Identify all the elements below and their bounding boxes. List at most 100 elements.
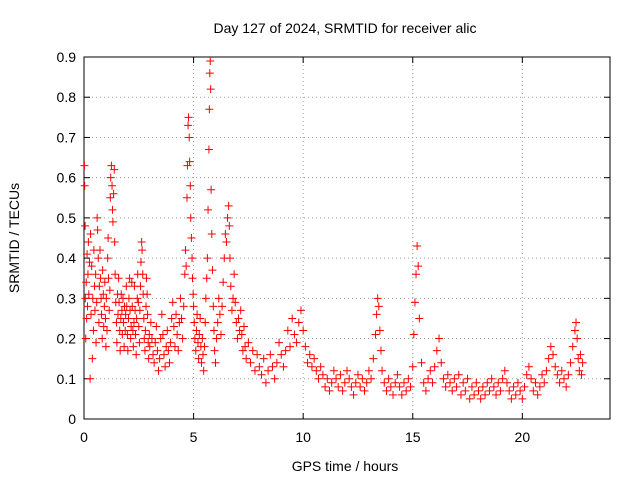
data-point — [150, 358, 159, 367]
data-point — [142, 274, 151, 283]
data-point — [246, 358, 255, 367]
data-point — [112, 338, 121, 347]
data-point — [186, 181, 195, 190]
data-point — [459, 378, 468, 387]
data-point — [233, 334, 242, 343]
data-point — [430, 362, 439, 371]
data-point — [476, 394, 485, 403]
data-point — [345, 374, 354, 383]
data-point — [206, 57, 215, 66]
data-point — [132, 314, 141, 323]
data-point — [194, 354, 203, 363]
data-point — [183, 193, 192, 202]
data-point — [132, 350, 141, 359]
data-point — [190, 318, 199, 327]
data-point — [129, 318, 138, 327]
data-point — [124, 294, 133, 303]
data-point — [188, 274, 197, 283]
data-point — [492, 390, 501, 399]
data-point — [463, 374, 472, 383]
data-point — [518, 394, 527, 403]
data-point — [332, 374, 341, 383]
data-point — [417, 358, 426, 367]
data-point — [325, 386, 334, 395]
data-point — [123, 330, 132, 339]
data-point — [255, 362, 264, 371]
data-point — [170, 342, 179, 351]
data-point — [524, 362, 533, 371]
data-point — [264, 366, 273, 375]
data-point — [83, 270, 92, 279]
data-point — [201, 318, 210, 327]
y-axis-label: SRMTID / TECUs — [6, 183, 22, 293]
data-point — [369, 354, 378, 363]
data-point — [498, 374, 507, 383]
data-point — [92, 338, 101, 347]
data-point — [353, 370, 362, 379]
data-point — [141, 326, 150, 335]
data-point — [199, 366, 208, 375]
data-point — [89, 326, 98, 335]
data-point — [209, 302, 218, 311]
data-point — [207, 229, 216, 238]
data-point — [450, 374, 459, 383]
data-point — [136, 258, 145, 267]
data-point — [485, 386, 494, 395]
data-point — [238, 346, 247, 355]
data-point — [408, 362, 417, 371]
data-point — [351, 378, 360, 387]
data-point — [129, 342, 138, 351]
data-point — [138, 246, 147, 255]
data-point — [80, 161, 89, 170]
data-point — [531, 378, 540, 387]
data-point — [186, 213, 195, 222]
data-point — [112, 318, 121, 327]
data-point — [103, 326, 112, 335]
data-point — [307, 362, 316, 371]
x-tick-label: 10 — [295, 429, 311, 445]
data-point — [237, 330, 246, 339]
data-point — [542, 366, 551, 375]
data-point — [204, 145, 213, 154]
data-point — [82, 278, 91, 287]
data-point — [149, 350, 158, 359]
data-point — [527, 374, 536, 383]
data-point — [474, 386, 483, 395]
data-point — [546, 342, 555, 351]
data-point — [120, 342, 129, 351]
data-point — [489, 382, 498, 391]
data-point — [88, 354, 97, 363]
data-point — [452, 382, 461, 391]
data-point — [108, 205, 117, 214]
data-point — [428, 378, 437, 387]
data-point — [244, 338, 253, 347]
data-point — [409, 330, 418, 339]
data-point — [176, 294, 185, 303]
data-point — [225, 221, 234, 230]
data-point — [397, 390, 406, 399]
data-point — [98, 334, 107, 343]
data-point — [566, 358, 575, 367]
data-point — [175, 318, 184, 327]
data-point — [84, 290, 93, 299]
data-point — [140, 334, 149, 343]
data-point — [564, 370, 573, 379]
data-point — [358, 374, 367, 383]
data-point — [415, 314, 424, 323]
data-point — [516, 386, 525, 395]
data-point — [107, 161, 116, 170]
data-point — [162, 342, 171, 351]
data-point — [380, 378, 389, 387]
data-point — [155, 354, 164, 363]
data-point — [106, 173, 115, 182]
data-point — [236, 306, 245, 315]
data-point — [110, 238, 119, 247]
data-point — [154, 366, 163, 375]
data-point — [134, 322, 143, 331]
data-point — [109, 189, 118, 198]
tick-labels: 0 0.1 0.2 0.3 0.4 0.5 0.6 0.7 0.8 0.9 0 5 10 15 20 — [57, 49, 531, 445]
axis-ticks — [83, 56, 610, 420]
data-point — [261, 378, 270, 387]
data-point — [574, 354, 583, 363]
data-point — [362, 378, 371, 387]
